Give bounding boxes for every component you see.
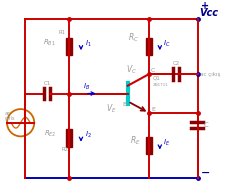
Text: +: + — [201, 1, 209, 11]
Text: ac çıkış: ac çıkış — [200, 72, 220, 77]
Bar — [66, 38, 72, 55]
Text: R2: R2 — [62, 147, 69, 153]
Text: C1: C1 — [43, 81, 51, 86]
Text: $R_C$: $R_C$ — [128, 31, 139, 44]
Text: C: C — [151, 68, 155, 73]
Text: R1: R1 — [58, 30, 65, 35]
Text: E: E — [151, 107, 155, 112]
Text: B: B — [123, 102, 127, 107]
Text: C: C — [204, 122, 208, 128]
Text: C2: C2 — [173, 61, 180, 66]
Text: $I_C$: $I_C$ — [163, 38, 170, 49]
Text: $I_1$: $I_1$ — [85, 38, 91, 49]
Bar — [66, 129, 72, 147]
Text: $R_{E2}$: $R_{E2}$ — [44, 129, 57, 139]
Text: Q1: Q1 — [153, 76, 161, 81]
Text: $R_{B1}$: $R_{B1}$ — [43, 37, 56, 48]
Text: $V_E$: $V_E$ — [106, 102, 117, 115]
Text: $I_B$: $I_B$ — [83, 82, 90, 92]
Text: $I_E$: $I_E$ — [163, 138, 170, 148]
Text: −: − — [201, 168, 210, 178]
Text: $R_E$: $R_E$ — [130, 135, 141, 147]
Text: $V_C$: $V_C$ — [126, 63, 137, 76]
Text: ac: ac — [5, 111, 11, 116]
Bar — [146, 137, 152, 154]
Bar — [146, 38, 152, 55]
Text: Vcc: Vcc — [199, 8, 218, 18]
Text: $I_2$: $I_2$ — [85, 130, 91, 140]
Text: 2N1711: 2N1711 — [153, 83, 169, 87]
Text: giris: giris — [5, 116, 15, 121]
